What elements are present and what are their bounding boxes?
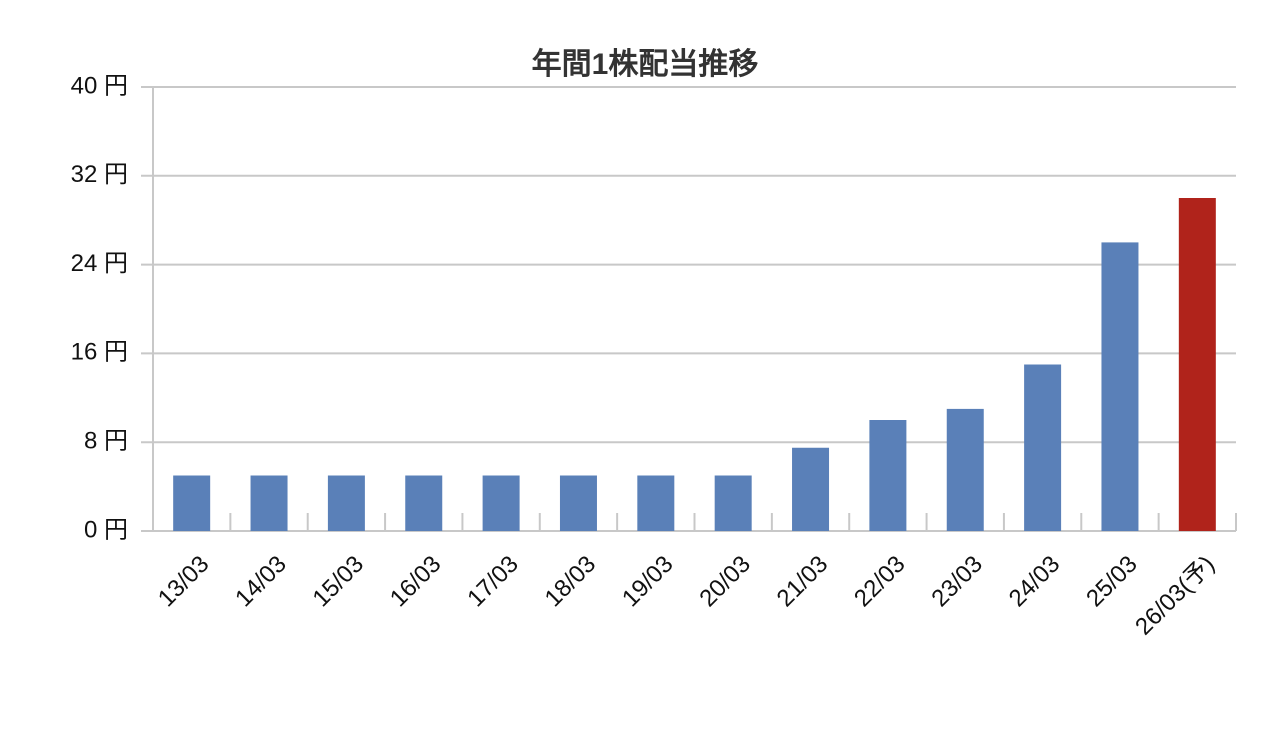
bar (250, 475, 288, 531)
bar (637, 475, 675, 531)
x-tick-label: 22/03 (849, 551, 911, 613)
bar (327, 475, 365, 531)
x-tick-label: 19/03 (617, 551, 679, 613)
bar (482, 475, 520, 531)
x-tick-label: 16/03 (385, 551, 447, 613)
y-tick-label: 40 円 (71, 72, 128, 99)
x-tick-label: 13/03 (153, 551, 215, 613)
y-tick-label: 32 円 (71, 161, 128, 188)
x-tick-label: 26/03(予) (1130, 551, 1220, 641)
bar (405, 475, 443, 531)
bar (1101, 242, 1139, 531)
bar (792, 447, 830, 531)
x-tick-label: 20/03 (694, 551, 756, 613)
chart-title: 年間1株配当推移 (532, 48, 759, 81)
x-tick-label: 18/03 (540, 551, 602, 613)
x-tick-label: 23/03 (926, 551, 988, 613)
x-tick-label: 21/03 (772, 551, 834, 613)
bar (173, 475, 211, 531)
x-tick-label: 24/03 (1004, 551, 1066, 613)
bar (1178, 198, 1216, 531)
bar (869, 420, 907, 531)
bar (714, 475, 752, 531)
y-tick-label: 8 円 (84, 428, 128, 455)
y-tick-label: 24 円 (71, 250, 128, 277)
x-tick-label: 15/03 (308, 551, 370, 613)
y-tick-label: 0 円 (84, 516, 128, 543)
x-tick-label: 17/03 (462, 551, 524, 613)
y-tick-label: 16 円 (71, 339, 128, 366)
bar (559, 475, 597, 531)
x-tick-label: 14/03 (230, 551, 292, 613)
bar (946, 408, 984, 531)
bar (1024, 364, 1062, 531)
x-tick-label: 25/03 (1081, 551, 1143, 613)
